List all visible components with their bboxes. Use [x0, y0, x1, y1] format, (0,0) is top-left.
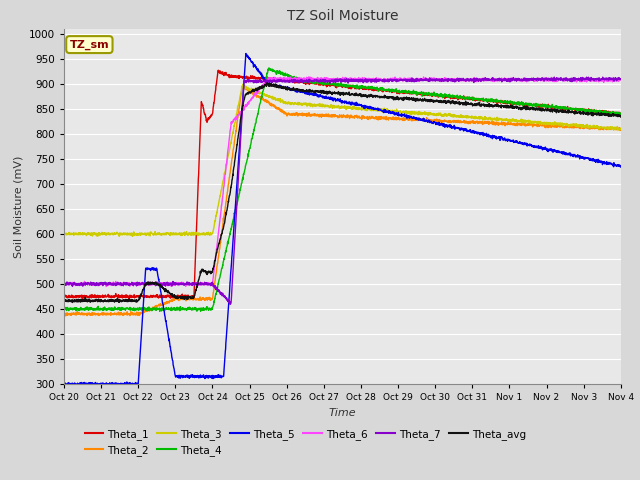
Theta_7 [107, 280, 115, 286]
Theta_5 [617, 164, 625, 169]
Theta_7 [151, 281, 159, 287]
Theta_6 [60, 281, 68, 287]
Theta_5 [130, 383, 138, 389]
Line: Theta_avg: Theta_avg [64, 83, 621, 302]
Theta_1 [351, 86, 359, 92]
Theta_avg [264, 80, 271, 86]
Theta_1 [520, 101, 528, 107]
Theta_1 [617, 111, 625, 117]
Theta_4 [156, 309, 164, 314]
Theta_2 [108, 312, 115, 318]
Theta_6 [262, 78, 269, 84]
Theta_7 [617, 76, 625, 82]
Theta_1 [262, 77, 269, 83]
Theta_3 [129, 233, 136, 239]
Theta_1 [365, 86, 372, 92]
Theta_avg [108, 299, 115, 304]
Theta_5 [60, 381, 68, 387]
Theta_4 [520, 101, 528, 107]
Line: Theta_6: Theta_6 [64, 77, 621, 287]
Line: Theta_7: Theta_7 [64, 77, 621, 304]
Theta_7 [227, 301, 234, 307]
Theta_3 [520, 119, 528, 125]
Theta_6 [617, 76, 625, 82]
Theta_7 [351, 77, 358, 83]
Legend: Theta_1, Theta_2, Theta_3, Theta_4, Theta_5, Theta_6, Theta_7, Theta_avg: Theta_1, Theta_2, Theta_3, Theta_4, Thet… [81, 425, 530, 460]
Theta_3 [365, 107, 372, 112]
Theta_1 [151, 293, 159, 299]
Theta_4 [617, 112, 625, 118]
Theta_6 [102, 284, 110, 289]
Theta_avg [617, 114, 625, 120]
Theta_6 [365, 75, 372, 81]
Theta_3 [151, 229, 159, 235]
Theta_4 [107, 305, 115, 311]
Line: Theta_4: Theta_4 [64, 68, 621, 312]
Theta_2 [239, 82, 246, 88]
Theta_3 [239, 82, 246, 87]
Theta_1 [107, 294, 115, 300]
Theta_avg [365, 94, 372, 100]
Theta_2 [62, 313, 70, 319]
Theta_3 [107, 230, 115, 236]
Theta_7 [520, 77, 528, 83]
Theta_4 [60, 306, 68, 312]
Line: Theta_3: Theta_3 [64, 84, 621, 236]
Theta_avg [262, 82, 269, 88]
Theta_2 [617, 127, 625, 133]
Theta_5 [365, 104, 372, 109]
Title: TZ Soil Moisture: TZ Soil Moisture [287, 10, 398, 24]
Theta_3 [60, 232, 68, 238]
Theta_6 [151, 282, 159, 288]
Theta_2 [520, 122, 528, 128]
Theta_6 [305, 74, 313, 80]
Theta_avg [520, 105, 528, 110]
Theta_5 [151, 266, 159, 272]
Theta_6 [108, 281, 115, 287]
Theta_5 [520, 141, 528, 147]
Theta_avg [351, 91, 359, 96]
Theta_1 [214, 67, 222, 73]
Theta_4 [151, 306, 159, 312]
Theta_2 [60, 310, 68, 316]
Theta_7 [60, 280, 68, 286]
Theta_7 [365, 78, 372, 84]
Theta_5 [107, 382, 115, 388]
Theta_1 [125, 296, 132, 302]
Theta_3 [617, 126, 625, 132]
Theta_4 [351, 84, 359, 90]
Theta_3 [351, 105, 359, 111]
Text: TZ_sm: TZ_sm [70, 39, 109, 50]
Theta_avg [69, 300, 77, 305]
Theta_5 [262, 77, 269, 83]
Theta_4 [262, 79, 269, 84]
Theta_7 [262, 79, 269, 85]
Theta_2 [351, 113, 359, 119]
Theta_4 [265, 65, 273, 71]
Theta_2 [151, 303, 159, 309]
Theta_2 [365, 115, 372, 120]
Theta_avg [151, 280, 159, 286]
Line: Theta_1: Theta_1 [64, 70, 621, 299]
Line: Theta_5: Theta_5 [64, 53, 621, 386]
Theta_7 [550, 74, 558, 80]
Theta_4 [365, 85, 372, 91]
Theta_5 [351, 102, 359, 108]
Y-axis label: Soil Moisture (mV): Soil Moisture (mV) [13, 155, 23, 258]
X-axis label: Time: Time [328, 408, 356, 418]
Theta_6 [351, 75, 359, 81]
Theta_avg [60, 297, 68, 303]
Theta_2 [262, 96, 269, 102]
Theta_6 [520, 77, 528, 83]
Theta_5 [242, 50, 250, 56]
Theta_3 [262, 92, 269, 98]
Theta_1 [60, 293, 68, 299]
Line: Theta_2: Theta_2 [64, 85, 621, 316]
